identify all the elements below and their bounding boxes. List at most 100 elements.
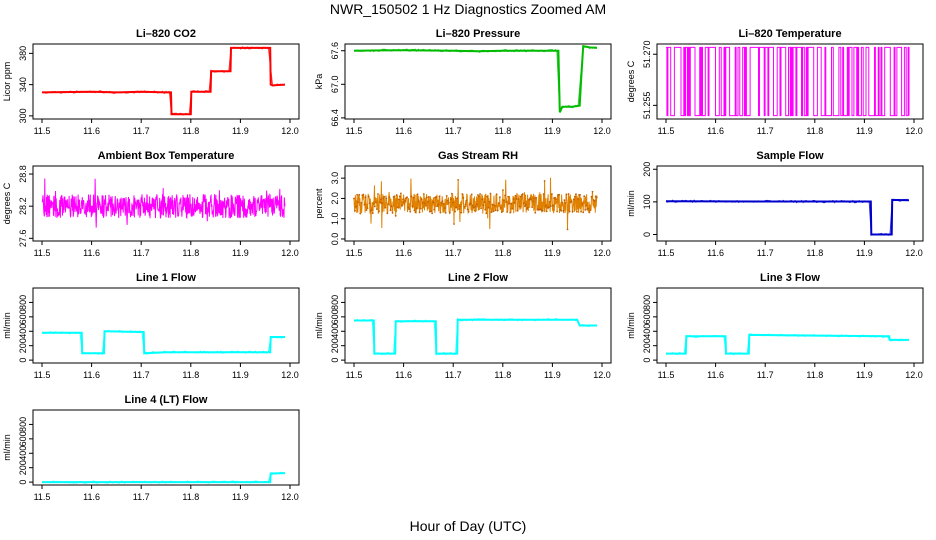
series-point [479,193,481,195]
y-tick-label: 66.4 [330,109,340,127]
series-point [487,206,490,209]
panel-3: Li–820 Temperature degrees C 51.255 51.270 1… [626,28,924,136]
x-tick-label: 12.0 [281,126,299,136]
x-tick-label: 11.8 [182,370,199,380]
x-tick-label: 11.5 [34,248,51,258]
x-tick-label: 11.7 [133,126,150,136]
y-tick-label: 28.2 [18,197,28,215]
plot-frame [656,165,924,242]
series-point [497,202,500,204]
y-tick-label: 0 [18,358,28,363]
series-point [531,206,534,209]
x-tick-label: 11.9 [856,248,873,258]
series-point [572,198,575,201]
series-point [502,189,504,192]
series-point [501,211,503,213]
series-point [561,201,564,204]
series-point [518,205,521,208]
series-point [463,205,466,208]
series-point [489,192,492,195]
x-tick-label: 12.0 [593,248,611,258]
series-line [353,177,598,230]
series-point [469,202,472,205]
x-tick-label: 11.6 [395,126,412,136]
series-point [418,211,421,214]
y-tick-label: 800 [642,295,652,310]
panel-title: Line 4 (LT) Flow [125,394,208,406]
series-point [438,195,441,198]
x-tick-label: 11.5 [346,370,363,380]
y-axis-label: ml/min [2,312,12,339]
x-tick-label: 11.5 [34,126,51,136]
series-line [42,330,285,355]
series-point [464,203,467,206]
x-tick-label: 11.6 [83,492,100,502]
x-tick-label: 12.0 [593,126,611,136]
series-point [496,209,499,212]
series-point [420,198,423,201]
x-tick-label: 11.9 [232,370,249,380]
x-tick-label: 11.9 [856,126,873,136]
y-axis-label: ml/min [314,312,324,339]
series-point [455,206,457,209]
series-point [477,194,479,196]
series-point [573,195,576,198]
series-point [449,198,452,201]
x-tick-label: 12.0 [593,370,611,380]
series-point [543,180,546,182]
series-point [371,212,374,215]
series-point [462,196,465,199]
y-axis-label: kPa [314,74,324,90]
series-point [580,210,582,213]
series-point [526,207,528,210]
series-point [570,200,573,203]
series-point [364,196,367,199]
series-point [542,193,545,195]
x-tick-label: 11.9 [544,126,561,136]
y-tick-label: 200 [642,338,652,353]
series-point [574,193,577,196]
series-point [474,205,477,208]
series-point [362,193,365,196]
x-tick-label: 12.0 [905,126,923,136]
series-noise [353,317,596,356]
series-point [486,195,489,198]
y-tick-label: 0.0 [330,233,340,246]
series-point [428,196,430,198]
series-point [461,193,464,195]
x-tick-label: 11.5 [34,492,51,502]
series-point [394,214,397,217]
series-point [356,193,359,196]
series-point [508,202,511,205]
series-point [408,208,411,211]
series-point [424,204,427,207]
series-point [548,200,551,203]
panel-4: Ambient Box Temperature degrees C 27.6 28.2… [2,150,300,258]
series-point [427,200,429,203]
x-tick-label: 11.6 [707,126,724,136]
series-point [510,202,513,205]
series-point [473,209,476,212]
series-point [509,211,512,214]
series-point [484,208,487,211]
series-point [491,203,494,206]
panel-2: Li–820 Pressure kPa 66.4 67.0 67.6 11.5 11.6 11… [314,28,612,136]
y-axis-label: ml/min [626,190,636,217]
series-point [373,205,376,208]
x-tick-label: 11.5 [658,248,675,258]
series-point [483,201,486,204]
series-point [514,194,517,197]
series-point [569,201,572,204]
series-noise [665,198,908,236]
series-point [421,202,424,204]
series-point [423,202,426,205]
series-point [386,212,389,215]
y-tick-label: 600 [18,309,28,324]
plot-frame [32,165,300,242]
y-tick-label: 67.0 [330,76,340,94]
series-point [426,196,428,199]
x-tick-label: 11.8 [806,126,823,136]
series-point [577,198,579,200]
panel-title: Li–820 Temperature [738,28,841,40]
